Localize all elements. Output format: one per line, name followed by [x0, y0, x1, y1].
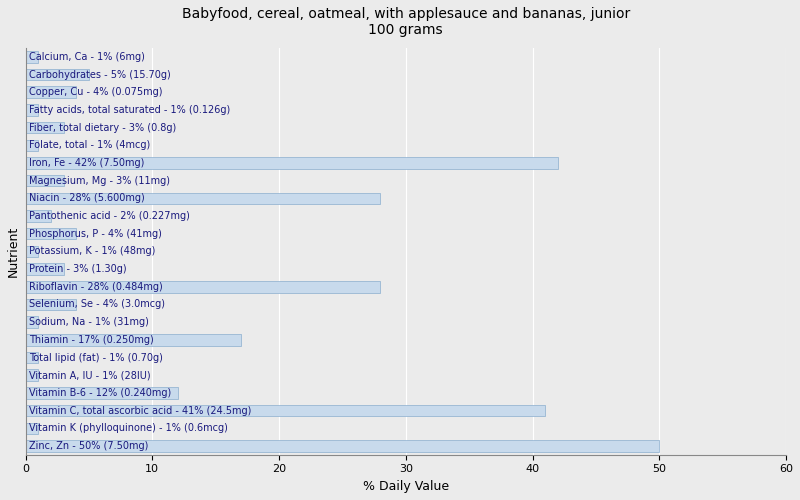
Text: Selenium, Se - 4% (3.0mcg): Selenium, Se - 4% (3.0mcg)	[30, 300, 166, 310]
Text: Pantothenic acid - 2% (0.227mg): Pantothenic acid - 2% (0.227mg)	[30, 211, 190, 221]
Text: Fatty acids, total saturated - 1% (0.126g): Fatty acids, total saturated - 1% (0.126…	[30, 105, 230, 115]
Text: Phosphorus, P - 4% (41mg): Phosphorus, P - 4% (41mg)	[30, 228, 162, 238]
Bar	[26, 334, 241, 345]
Text: Folate, total - 1% (4mcg): Folate, total - 1% (4mcg)	[30, 140, 150, 150]
Bar	[26, 86, 76, 98]
Bar	[26, 387, 178, 398]
Bar	[26, 175, 63, 186]
Text: Sodium, Na - 1% (31mg): Sodium, Na - 1% (31mg)	[30, 317, 149, 327]
Bar	[26, 298, 76, 310]
Y-axis label: Nutrient: Nutrient	[7, 226, 20, 277]
Bar	[26, 370, 38, 381]
Bar	[26, 281, 381, 292]
X-axis label: % Daily Value: % Daily Value	[362, 480, 449, 493]
Bar	[26, 352, 38, 364]
Bar	[26, 104, 38, 116]
Bar	[26, 316, 38, 328]
Bar	[26, 140, 38, 151]
Text: Iron, Fe - 42% (7.50mg): Iron, Fe - 42% (7.50mg)	[30, 158, 145, 168]
Bar	[26, 228, 76, 239]
Text: Niacin - 28% (5.600mg): Niacin - 28% (5.600mg)	[30, 194, 145, 203]
Text: Vitamin K (phylloquinone) - 1% (0.6mcg): Vitamin K (phylloquinone) - 1% (0.6mcg)	[30, 424, 228, 434]
Title: Babyfood, cereal, oatmeal, with applesauce and bananas, junior
100 grams: Babyfood, cereal, oatmeal, with applesau…	[182, 7, 630, 37]
Bar	[26, 157, 558, 168]
Bar	[26, 51, 38, 62]
Bar	[26, 69, 89, 80]
Text: Potassium, K - 1% (48mg): Potassium, K - 1% (48mg)	[30, 246, 156, 256]
Text: Copper, Cu - 4% (0.075mg): Copper, Cu - 4% (0.075mg)	[30, 87, 163, 97]
Text: Calcium, Ca - 1% (6mg): Calcium, Ca - 1% (6mg)	[30, 52, 145, 62]
Text: Riboflavin - 28% (0.484mg): Riboflavin - 28% (0.484mg)	[30, 282, 163, 292]
Bar	[26, 122, 63, 134]
Bar	[26, 210, 51, 222]
Text: Fiber, total dietary - 3% (0.8g): Fiber, total dietary - 3% (0.8g)	[30, 122, 177, 132]
Bar	[26, 405, 546, 416]
Bar	[26, 422, 38, 434]
Text: Vitamin B-6 - 12% (0.240mg): Vitamin B-6 - 12% (0.240mg)	[30, 388, 171, 398]
Bar	[26, 246, 38, 257]
Text: Thiamin - 17% (0.250mg): Thiamin - 17% (0.250mg)	[30, 335, 154, 345]
Text: Protein - 3% (1.30g): Protein - 3% (1.30g)	[30, 264, 127, 274]
Text: Total lipid (fat) - 1% (0.70g): Total lipid (fat) - 1% (0.70g)	[30, 352, 163, 362]
Text: Carbohydrates - 5% (15.70g): Carbohydrates - 5% (15.70g)	[30, 70, 171, 80]
Text: Vitamin A, IU - 1% (28IU): Vitamin A, IU - 1% (28IU)	[30, 370, 151, 380]
Bar	[26, 440, 659, 452]
Bar	[26, 192, 381, 204]
Bar	[26, 264, 63, 275]
Text: Zinc, Zn - 50% (7.50mg): Zinc, Zn - 50% (7.50mg)	[30, 441, 149, 451]
Text: Magnesium, Mg - 3% (11mg): Magnesium, Mg - 3% (11mg)	[30, 176, 170, 186]
Text: Vitamin C, total ascorbic acid - 41% (24.5mg): Vitamin C, total ascorbic acid - 41% (24…	[30, 406, 252, 415]
